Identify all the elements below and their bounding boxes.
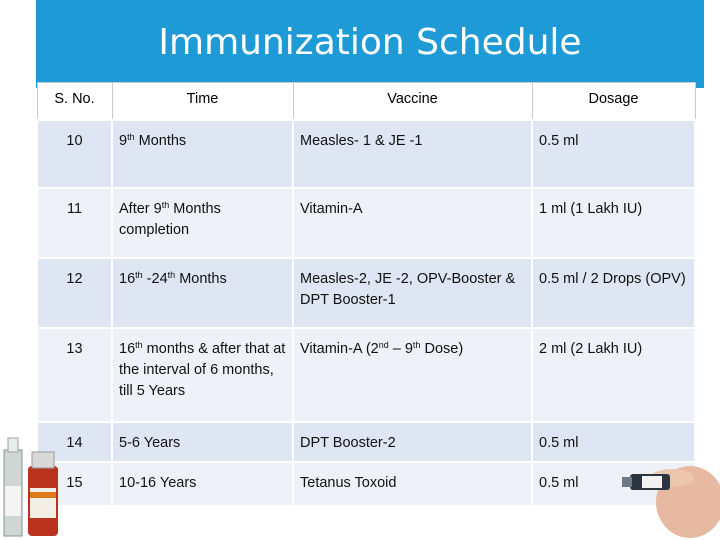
cell-text: After 9 xyxy=(119,201,162,217)
superscript: th xyxy=(135,270,143,280)
cell-sno: 11 xyxy=(36,187,113,259)
table-row: 11 After 9th Months completion Vitamin-A 1 … xyxy=(36,187,696,259)
cell-text: 5-6 Years xyxy=(119,435,181,451)
superscript: th xyxy=(167,270,176,280)
cell-time: 9th Months xyxy=(111,119,294,189)
cell-vaccine: Vitamin-A (2nd – 9th Dose) xyxy=(292,327,533,423)
cell-text: 0.5 ml xyxy=(539,435,579,451)
cell-text: 10-16 Years xyxy=(119,475,197,491)
cell-text: 2 ml (2 Lakh IU) xyxy=(539,341,643,357)
cell-text: 16 xyxy=(119,341,136,357)
cell-text: Months xyxy=(175,271,227,287)
table-row: 15 10-16 Years Tetanus Toxoid 0.5 ml xyxy=(36,461,696,507)
cell-vaccine: DPT Booster-2 xyxy=(292,421,533,463)
header-dosage: Dosage xyxy=(531,82,696,121)
cell-text: 0.5 ml xyxy=(539,475,579,491)
page-title: Immunization Schedule xyxy=(158,22,582,63)
cell-time: 16th -24th Months xyxy=(111,257,294,329)
cell-text: Months completion xyxy=(119,201,221,238)
cell-dosage: 0.5 ml / 2 Drops (OPV) xyxy=(531,257,696,329)
superscript: th xyxy=(161,200,170,210)
cell-text: -24 xyxy=(142,271,168,287)
cell-time: After 9th Months completion xyxy=(111,187,294,259)
cell-dosage: 0.5 ml xyxy=(531,421,696,463)
cell-text: Months xyxy=(134,133,187,149)
cell-text: Measles-2, JE -2, OPV-Booster & DPT Boos… xyxy=(300,271,516,308)
cell-vaccine: Tetanus Toxoid xyxy=(292,461,533,507)
title-band xyxy=(36,0,704,88)
cell-text: months & after that at the interval of 6… xyxy=(119,341,286,399)
cell-vaccine: Measles-2, JE -2, OPV-Booster & DPT Boos… xyxy=(292,257,533,329)
table-row: 10 9th Months Measles- 1 & JE -1 0.5 ml xyxy=(36,119,696,189)
cell-vaccine: Vitamin-A xyxy=(292,187,533,259)
cell-text: Measles- 1 & JE -1 xyxy=(300,133,423,149)
cell-text: 9 xyxy=(119,133,128,149)
header-vaccine: Vaccine xyxy=(292,82,533,121)
cell-text: – 9 xyxy=(388,341,413,357)
cell-vaccine: Measles- 1 & JE -1 xyxy=(292,119,533,189)
immunization-table: S. No. Time Vaccine Dosage 10 9th Months M… xyxy=(36,82,696,507)
cell-dosage: 2 ml (2 Lakh IU) xyxy=(531,327,696,423)
superscript: th xyxy=(135,340,143,350)
superscript: nd xyxy=(378,340,389,350)
vaccine-vials-image xyxy=(3,437,58,537)
cell-sno: 13 xyxy=(36,327,113,423)
cell-text: Vitamin-A xyxy=(300,201,363,217)
cell-sno: 10 xyxy=(36,119,113,189)
table-row: 12 16th -24th Months Measles-2, JE -2, OPV… xyxy=(36,257,696,329)
table-row: 13 16th months & after that at the interv… xyxy=(36,327,696,423)
cell-text: 0.5 ml / 2 Drops (OPV) xyxy=(539,271,686,287)
cell-text: 16 xyxy=(119,271,136,287)
cell-time: 10-16 Years xyxy=(111,461,294,507)
cell-text: Dose) xyxy=(420,341,464,357)
header-time: Time xyxy=(111,82,294,121)
cell-text: Tetanus Toxoid xyxy=(300,475,397,491)
header-sno: S. No. xyxy=(36,82,113,121)
cell-text: 1 ml (1 Lakh IU) xyxy=(539,201,643,217)
cell-dosage: 0.5 ml xyxy=(531,119,696,189)
cell-time: 16th months & after that at the interval… xyxy=(111,327,294,423)
cell-text: Vitamin-A (2 xyxy=(300,341,379,357)
table-header-row: S. No. Time Vaccine Dosage xyxy=(36,82,696,121)
cell-dosage: 1 ml (1 Lakh IU) xyxy=(531,187,696,259)
table-row: 14 5-6 Years DPT Booster-2 0.5 ml xyxy=(36,421,696,463)
superscript: th xyxy=(127,132,135,142)
cell-text: DPT Booster-2 xyxy=(300,435,396,451)
superscript: th xyxy=(412,340,421,350)
cell-text: 0.5 ml xyxy=(539,133,579,149)
cell-time: 5-6 Years xyxy=(111,421,294,463)
cell-sno: 12 xyxy=(36,257,113,329)
hand-holding-vial-image xyxy=(622,466,720,538)
